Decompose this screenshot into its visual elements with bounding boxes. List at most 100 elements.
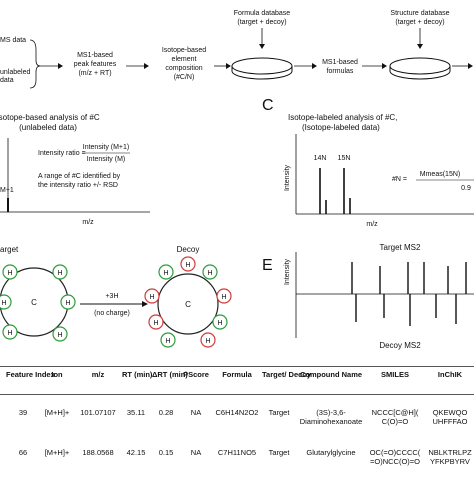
panel-c: C Isotope-labeled analysis of #C, (Isoto… <box>262 97 474 228</box>
table-row: 39 [M+H]+ 101.07107 35.11 0.28 NA C6H14N… <box>0 408 474 448</box>
cell-pscore: NA <box>190 448 202 457</box>
cell-pscore: NA <box>190 408 202 417</box>
formula-lhs: #N = <box>392 176 407 183</box>
panel-c-title: Isotope-labeled analysis of #C, <box>288 113 397 122</box>
cell-feature-index: 39 <box>18 408 28 417</box>
input-label-top: MS data <box>0 37 26 44</box>
peak-label-14n: 14N <box>314 155 327 162</box>
target-label: arget <box>0 245 19 254</box>
step2-line2: element <box>172 56 197 63</box>
table-row: 66 [M+H]+ 188.0568 42.15 0.15 NA C7H11NO… <box>0 448 474 488</box>
figure-canvas: MS data unlabeled data MS1-based peak fe… <box>0 10 474 350</box>
arrow-head-icon <box>468 63 473 69</box>
atom-h: H <box>65 300 70 307</box>
step2-line3: composition <box>165 65 202 72</box>
atom-h: H <box>57 270 62 277</box>
atom-h: H <box>221 294 226 301</box>
atom-h: H <box>7 330 12 337</box>
step1-line3: (m/z + RT) <box>78 70 111 77</box>
step2-line4: (#C/N) <box>174 74 195 81</box>
panel-b: Isotope-based analysis of #C (unlabeled … <box>0 113 150 226</box>
header-feature-index: Feature Index <box>6 370 55 379</box>
atom-h: H <box>165 338 170 345</box>
table-header-rule <box>0 394 474 395</box>
decoy-h-atoms: H H H H H H H H H <box>144 256 232 348</box>
cell-formula: C7H11NO5 <box>217 448 257 457</box>
panel-c-ylabel: Intensity <box>284 164 291 191</box>
step3-line1: MS1-based <box>322 59 358 66</box>
ratio-denominator: Intensity (M) <box>87 156 126 163</box>
step1-line1: MS1-based <box>77 52 113 59</box>
database-disk-side <box>389 66 451 80</box>
formula-denominator: 0.9 <box>461 185 471 192</box>
panel-a: MS data unlabeled data MS1-based peak fe… <box>0 10 473 89</box>
decoy-ring <box>157 273 219 335</box>
step2-line1: Isotope-based <box>162 47 206 54</box>
cell-target-decoy: Target <box>268 408 290 417</box>
formula-db-subtitle: (target + decoy) <box>237 19 286 26</box>
structure-db-title: Structure database <box>390 10 449 17</box>
note-line2: the intensity ratio +/- RSD <box>38 182 118 189</box>
cell-compound-name: (3S)-3,6- Diaminohexanoate <box>299 408 363 426</box>
cell-rt: 42.15 <box>126 448 146 457</box>
arrow-bottom-label: (no charge) <box>94 310 130 317</box>
cell-ion: [M+H]+ <box>44 448 70 457</box>
panel-b-subtitle: (unlabeled data) <box>19 123 77 132</box>
panel-e: E Target MS2 Decoy MS2 Intensity <box>262 243 474 350</box>
ratio-lhs: Intensity ratio = <box>38 150 86 157</box>
cell-mz: 101.07107 <box>80 408 116 417</box>
arrow-top-label: +3H <box>105 293 118 300</box>
panel-c-xlabel: m/z <box>366 221 378 228</box>
atom-h: H <box>217 320 222 327</box>
formula-db-title: Formula database <box>234 10 291 17</box>
header-target-decoy: Target/ Decoy <box>262 370 312 379</box>
panel-c-subtitle: (Isotope-labeled data) <box>302 123 380 132</box>
step1-line2: peak features <box>74 61 117 68</box>
arrow-head-icon <box>144 63 149 69</box>
cell-inchikey: QKEWQO UHFFFAO <box>432 408 468 426</box>
cell-target-decoy: Target <box>268 448 290 457</box>
decoy-center-atom: C <box>185 300 191 309</box>
atom-h: H <box>163 270 168 277</box>
header-drt: ΔRT (min) <box>152 370 188 379</box>
target-ms2-label: Target MS2 <box>380 243 421 252</box>
cell-ion: [M+H]+ <box>44 408 70 417</box>
atom-h: H <box>185 262 190 269</box>
arrow-head-icon <box>259 44 265 49</box>
target-h-atoms: H H H H H H <box>0 264 76 342</box>
arrow-head-icon <box>226 63 231 69</box>
atom-h: H <box>1 300 6 307</box>
header-mz: m/z <box>91 370 105 379</box>
atom-h: H <box>57 332 62 339</box>
brace-icon <box>29 39 41 89</box>
panel-b-title: Isotope-based analysis of #C <box>0 113 100 122</box>
cell-smiles: OC(=O)CCCC( =O)NCC(O)=O <box>369 448 421 466</box>
structure-db-subtitle: (target + decoy) <box>395 19 444 26</box>
header-compound-name: Compound Name <box>299 370 363 379</box>
panel-e-ylabel: Intensity <box>284 258 291 285</box>
atom-h: H <box>149 294 154 301</box>
header-pscore: PScore <box>183 370 209 379</box>
arrow-head-icon <box>312 63 317 69</box>
table-header-row: Feature Index Ion m/z RT (min) ΔRT (min)… <box>0 370 474 410</box>
header-rt: RT (min) <box>122 370 153 379</box>
decoy-ms2-peaks <box>355 294 457 326</box>
arrow-head-icon <box>417 44 423 49</box>
cell-feature-index: 66 <box>18 448 28 457</box>
formula-numerator: Mmeas(15N) <box>420 171 460 178</box>
cell-rt: 35.11 <box>126 408 146 417</box>
cell-formula: C6H14N2O2 <box>215 408 259 417</box>
input-label-bottom2: data <box>0 77 14 84</box>
panel-c-letter: C <box>262 97 274 114</box>
cell-smiles: NCCC[C@H]( C(O)=O <box>371 408 419 426</box>
decoy-label: Decoy <box>177 245 200 254</box>
cell-mz: 188.0568 <box>82 448 114 457</box>
panel-b-xlabel: m/z <box>82 219 94 226</box>
header-smiles: SMILES <box>381 370 409 379</box>
database-disk-icon <box>389 57 451 75</box>
atom-h: H <box>153 320 158 327</box>
step3-line2: formulas <box>327 68 354 75</box>
peak-label: M+1 <box>0 187 14 194</box>
atom-h: H <box>7 270 12 277</box>
cell-inchikey: NBLKTRLPZ YFKPBYRV <box>428 448 472 466</box>
